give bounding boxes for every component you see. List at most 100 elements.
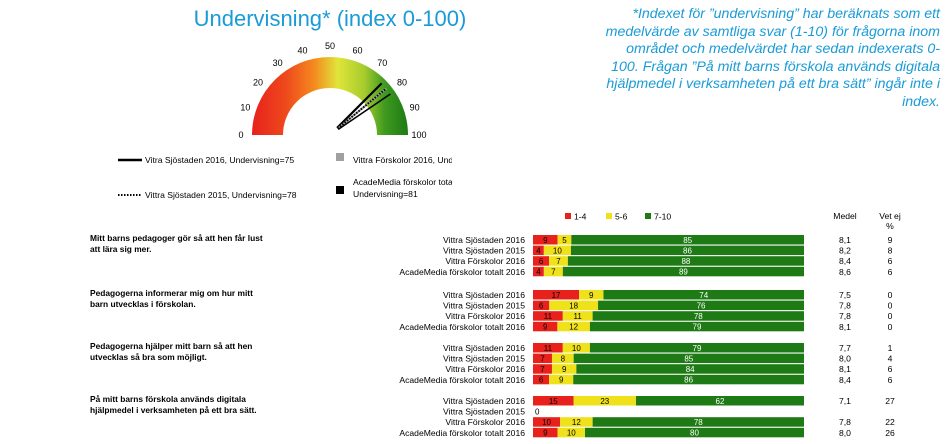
- bar-segment-7-10: [573, 353, 804, 364]
- bar-segment-label: 7: [551, 268, 556, 277]
- medel-value: 8,1: [839, 364, 851, 374]
- medel-value: 7,1: [839, 396, 851, 406]
- bar-empty-label: 0: [535, 408, 540, 417]
- vetej-value: 27: [885, 396, 895, 406]
- questions: Mitt barns pedagoger gör så att hen får …: [90, 233, 895, 438]
- medel-value: 7,7: [839, 343, 851, 353]
- question-text: Pedagogerna informerar mig om hur mitt: [90, 288, 253, 298]
- gauge-tick-30: 30: [273, 58, 283, 68]
- bar-segment-1-4: [533, 300, 550, 311]
- bar-segment-1-4: [533, 374, 550, 385]
- gauge-tick-90: 90: [410, 102, 420, 112]
- header-vetej: Vet ej: [879, 211, 901, 221]
- row-label: Vittra Sjöstaden 2016: [443, 235, 525, 245]
- medel-value: 8,1: [839, 235, 851, 245]
- row-label: Vittra Sjöstaden 2015: [443, 407, 525, 417]
- bar-segment-label: 4: [536, 268, 541, 277]
- index-footnote: *Indexet för ”undervisning” har beräknat…: [605, 6, 940, 110]
- legend-label-4a: AcadeMedia förskolor totalt 2016,: [353, 177, 452, 187]
- gauge-tick-70: 70: [377, 58, 387, 68]
- medel-value: 8,0: [839, 354, 851, 364]
- gauge-needle: [337, 93, 391, 130]
- bar-segment-label: 8: [561, 354, 566, 363]
- bar-segment-label: 7: [540, 365, 545, 374]
- bar-segment-5-6: [543, 245, 571, 256]
- legend-label-3: Vittra Sjöstaden 2015, Undervisning=78: [145, 190, 297, 200]
- bar-segment-1-4: [533, 396, 574, 406]
- page-title: Undervisning* (index 0-100): [193, 6, 467, 31]
- bar-segment-label: 9: [543, 323, 548, 332]
- question-text: Mitt barns pedagoger gör så att hen får …: [90, 233, 263, 243]
- bar-segment-label: 11: [544, 344, 553, 353]
- bar-segment-7-10: [592, 417, 804, 427]
- legend-label-2: Vittra Förskolor 2016, Undervisning=78: [353, 155, 452, 165]
- bar-segment-5-6: [543, 266, 563, 277]
- bar-segment-1-4: [533, 235, 558, 245]
- vetej-value: 22: [885, 417, 895, 427]
- bar-segment-5-6: [549, 256, 568, 266]
- vetej-value: 0: [888, 311, 893, 321]
- bar-segment-label: 10: [553, 246, 562, 255]
- bar-segment-1-4: [533, 311, 563, 321]
- row-label: Vittra Sjöstaden 2016: [443, 290, 525, 300]
- bar-segment-5-6: [560, 417, 593, 427]
- bar-segment-1-4: [533, 256, 550, 266]
- gauge-tick-labels: 0 10 20 30 40 50 60 70 80 90 100: [238, 41, 426, 140]
- bar-segment-5-6: [557, 427, 586, 438]
- row-label: Vittra Sjöstaden 2015: [443, 301, 525, 311]
- gauge-tick-100: 100: [411, 130, 426, 140]
- bar-segment-1-4: [533, 321, 558, 332]
- bar-segment-7-10: [598, 300, 804, 311]
- row-label: AcadeMedia förskolor totalt 2016: [399, 322, 525, 332]
- bar-segment-1-4: [533, 427, 558, 438]
- bar-segment-label: 9: [559, 376, 564, 385]
- vetej-value: 6: [888, 364, 893, 374]
- bar-segment-label: 85: [684, 354, 693, 363]
- bar-segment-7-10: [573, 374, 804, 385]
- medel-value: 8,1: [839, 322, 851, 332]
- bar-segment-1-4: [533, 290, 580, 300]
- gauge-needles: [336, 82, 391, 130]
- bar-segment-label: 78: [694, 418, 703, 427]
- legend-gray-square-icon: [336, 153, 344, 161]
- question-text: utvecklas så bra som möjligt.: [90, 352, 207, 362]
- bar-segment-label: 11: [544, 312, 553, 321]
- row-label: Vittra Förskolor 2016: [445, 311, 525, 321]
- bar-segment-label: 76: [697, 301, 706, 310]
- bar-segment-label: 23: [600, 397, 609, 406]
- bar-segment-label: 79: [693, 323, 702, 332]
- bar-segment-label: 17: [552, 291, 561, 300]
- vetej-value: 0: [888, 290, 893, 300]
- medel-value: 7,8: [839, 301, 851, 311]
- bar-segment-5-6: [562, 311, 593, 321]
- bar-segment-label: 6: [539, 257, 544, 266]
- bar-legend-label: 5-6: [615, 212, 628, 222]
- row-label: AcadeMedia förskolor totalt 2016: [399, 375, 525, 385]
- bar-segment-5-6: [579, 290, 604, 300]
- bar-segment-1-4: [533, 417, 561, 427]
- medel-value: 8,4: [839, 375, 851, 385]
- vetej-value: 4: [888, 354, 893, 364]
- bar-segment-7-10: [570, 245, 804, 256]
- bar-segment-label: 15: [549, 397, 558, 406]
- medel-value: 7,8: [839, 417, 851, 427]
- gauge-legend: Vitra Sjöstaden 2016, Undervisning=75 Vi…: [118, 153, 452, 200]
- gauge-arc: [252, 57, 408, 135]
- bar-segment-label: 10: [572, 344, 581, 353]
- row-label: Vittra Sjöstaden 2016: [443, 343, 525, 353]
- legend-label-4b: Undervisning=81: [353, 189, 418, 199]
- bar-segment-label: 11: [574, 312, 583, 321]
- bar-segment-label: 78: [694, 312, 703, 321]
- bar-segment-label: 85: [683, 236, 692, 245]
- gauge-tick-0: 0: [238, 130, 243, 140]
- legend-black-square-icon: [336, 186, 344, 194]
- vetej-value: 0: [888, 322, 893, 332]
- row-label: Vittra Sjöstaden 2015: [443, 354, 525, 364]
- bar-segment-label: 4: [536, 246, 541, 255]
- row-label: AcadeMedia förskolor totalt 2016: [399, 267, 525, 277]
- bar-segment-label: 10: [542, 418, 551, 427]
- gauge-tick-50: 50: [325, 41, 335, 51]
- medel-value: 8,2: [839, 246, 851, 256]
- bar-segment-7-10: [585, 427, 804, 438]
- gauge-tick-60: 60: [352, 45, 362, 55]
